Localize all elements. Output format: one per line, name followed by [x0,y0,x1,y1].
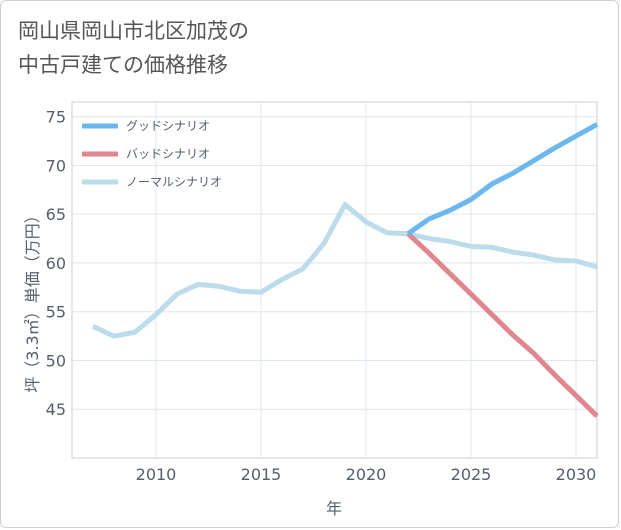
y-tick-label-60: 60 [46,254,66,273]
series-line-1 [406,231,599,418]
y-tick-label-50: 50 [46,351,66,370]
series-line-0 [406,122,599,236]
title-line-1: 岡山県岡山市北区加茂の [18,19,249,43]
y-axis-label: 坪（3.3㎡）単価（万円） [23,207,42,392]
x-tick-label-2025: 2025 [451,465,492,484]
plot-area [71,101,598,459]
x-tick-label-2020: 2020 [346,465,387,484]
y-tick-label-45: 45 [46,400,66,419]
grid-lines [72,102,597,458]
legend-label-0: グッドシナリオ [126,119,210,133]
x-tick-label-2030: 2030 [556,465,597,484]
y-tick-label-70: 70 [46,156,66,175]
x-tick-label-2015: 2015 [241,465,282,484]
legend-label-1: バッドシナリオ [126,147,210,161]
x-axis-label: 年 [326,499,342,518]
chart-title: 岡山県岡山市北区加茂の 中古戸建ての価格推移 [18,14,249,82]
series-line-2 [91,201,598,339]
tick-labels: 45 50 55 60 65 70 75 2010 2015 2020 2025 2030 [46,108,597,484]
x-tick-label-2010: 2010 [136,465,177,484]
series-lines [91,122,599,418]
y-tick-label-55: 55 [46,303,66,322]
y-tick-label-75: 75 [46,108,66,127]
legend-label-2: ノーマルシナリオ [126,175,222,189]
y-tick-label-65: 65 [46,205,66,224]
title-line-2: 中古戸建ての価格推移 [18,53,228,77]
